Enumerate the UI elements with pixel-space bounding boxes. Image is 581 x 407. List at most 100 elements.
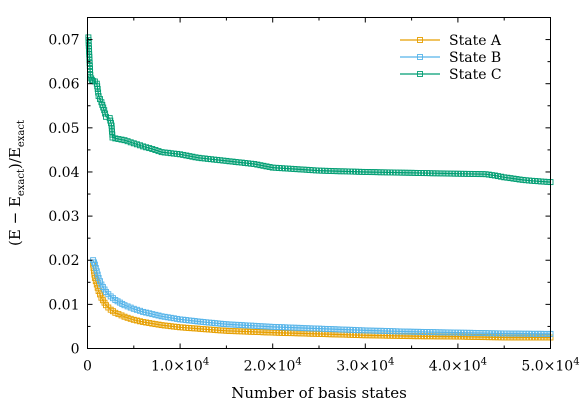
data-point-state-c: [495, 173, 501, 180]
data-point-state-b: [300, 325, 307, 332]
y-tick-label: 0.03: [48, 209, 79, 225]
data-point-state-c: [263, 163, 270, 170]
data-point-state-b: [149, 311, 156, 318]
data-point-state-b: [340, 326, 347, 333]
data-point-state-a: [525, 334, 532, 341]
data-point-state-a: [461, 333, 468, 340]
data-point-state-c: [454, 170, 461, 177]
x-tick-label: 0: [83, 359, 92, 375]
data-point-state-c: [445, 170, 452, 177]
data-point-state-c: [448, 170, 455, 177]
data-point-state-a: [448, 333, 455, 340]
data-point-state-a: [451, 333, 458, 340]
y-tick-label: 0.01: [48, 297, 79, 313]
data-point-state-b: [427, 329, 434, 336]
data-point-state-c: [538, 178, 545, 185]
data-point-state-b: [328, 326, 335, 333]
data-point-state-c: [288, 165, 295, 172]
data-point-state-a: [121, 313, 128, 320]
data-point-state-c: [408, 169, 415, 176]
data-point-state-c: [507, 175, 514, 182]
data-point-state-b: [174, 315, 180, 322]
data-point-state-a: [464, 333, 471, 340]
data-point-state-b: [436, 329, 443, 336]
data-point-state-c: [470, 171, 477, 177]
data-point-state-c: [158, 149, 165, 156]
data-point-state-c: [241, 160, 248, 166]
data-point-state-b: [238, 322, 245, 329]
data-point-state-c: [402, 169, 409, 176]
data-point-state-c: [208, 156, 214, 163]
data-point-state-c: [405, 169, 412, 176]
data-point-state-b: [442, 329, 449, 336]
data-point-state-b: [396, 328, 403, 335]
data-point-state-a: [417, 333, 424, 340]
data-point-state-c: [420, 170, 427, 177]
data-point-state-b: [476, 330, 483, 336]
data-point-state-b: [164, 314, 171, 321]
data-point-state-c: [303, 166, 310, 173]
data-point-state-c: [192, 154, 199, 161]
data-point-state-c: [251, 161, 258, 167]
data-point-state-a: [498, 334, 505, 341]
data-point-state-c: [152, 147, 159, 153]
data-point-state-c: [86, 54, 93, 61]
legend-label-state-b: State B: [449, 50, 501, 66]
data-point-state-c: [325, 167, 332, 174]
data-point-state-b: [155, 312, 162, 319]
legend-label-state-c: State C: [449, 67, 502, 83]
data-point-state-c: [387, 169, 393, 176]
data-point-state-b: [127, 304, 134, 311]
data-point-state-a: [133, 317, 140, 324]
data-point-state-b: [535, 330, 542, 337]
data-point-state-b: [411, 328, 418, 335]
data-point-state-c: [532, 178, 539, 184]
legend-swatch-marker: [417, 54, 423, 60]
data-point-state-c: [331, 168, 338, 175]
data-point-state-b: [350, 326, 356, 333]
data-point-state-b: [124, 303, 131, 310]
data-point-state-b: [285, 324, 292, 331]
data-point-state-c: [108, 125, 115, 132]
data-point-state-c: [377, 169, 384, 176]
y-tick-label: 0.02: [48, 253, 79, 269]
data-point-state-a: [488, 334, 495, 341]
data-point-state-c: [121, 137, 128, 144]
data-point-state-c: [272, 164, 279, 171]
legend-swatch-marker: [417, 37, 423, 43]
data-point-state-a: [439, 333, 446, 340]
data-point-state-a: [272, 329, 279, 336]
y-tick-label: 0.07: [48, 33, 79, 49]
data-point-state-a: [263, 329, 270, 336]
data-point-state-c: [235, 159, 242, 166]
data-point-state-b: [445, 329, 452, 336]
data-point-state-b: [532, 330, 539, 337]
data-point-state-c: [214, 156, 221, 163]
data-point-state-a: [433, 333, 440, 340]
data-point-state-b: [279, 324, 285, 331]
data-point-state-c: [133, 141, 140, 148]
data-point-state-a: [146, 320, 153, 326]
data-point-state-b: [513, 330, 520, 337]
data-point-state-b: [334, 326, 341, 333]
data-point-state-a: [445, 333, 452, 340]
data-point-state-a: [485, 334, 492, 341]
x-axis-title: Number of basis states: [231, 384, 407, 402]
data-point-state-a: [482, 334, 489, 341]
data-point-state-c: [519, 176, 526, 183]
data-point-state-c: [109, 128, 115, 135]
data-point-state-a: [519, 334, 526, 341]
data-point-state-a: [288, 330, 295, 337]
data-point-state-c: [195, 154, 202, 161]
data-point-state-b: [94, 271, 101, 278]
data-point-state-b: [402, 328, 409, 335]
data-point-state-b: [254, 323, 261, 329]
data-point-state-c: [383, 169, 390, 176]
data-point-state-a: [510, 334, 517, 341]
data-point-state-b: [269, 323, 276, 330]
data-point-state-a: [124, 314, 131, 321]
data-point-state-c: [223, 157, 230, 164]
data-point-state-a: [297, 330, 304, 337]
